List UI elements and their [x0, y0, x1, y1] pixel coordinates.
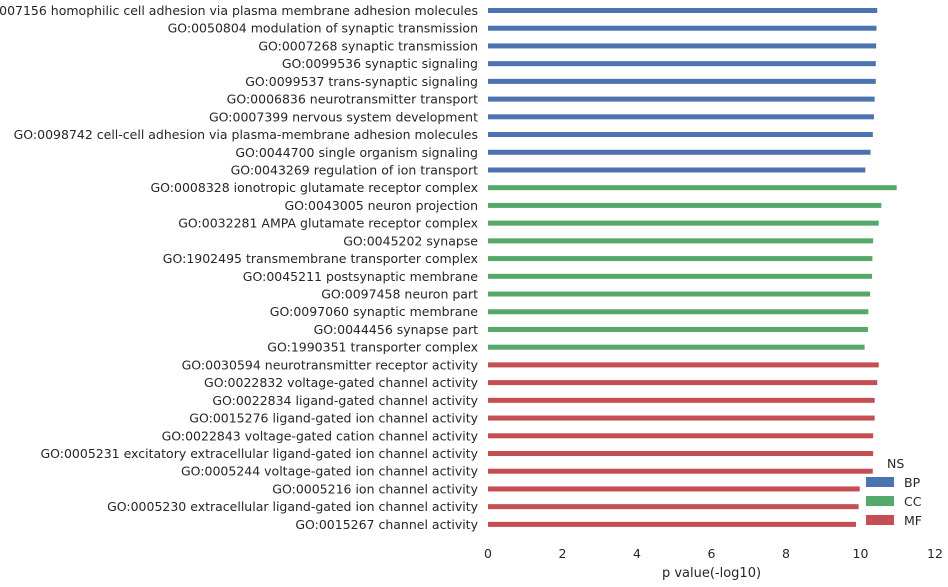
bar	[488, 149, 871, 155]
bar	[488, 521, 857, 527]
x-axis-ticks: 0 2 4 6 8 10 12	[484, 546, 943, 561]
x-tick-label: 2	[559, 546, 567, 561]
category-label: GO:0043269 regulation of ion transport	[231, 162, 479, 177]
category-label: GO:1990351 transporter complex	[267, 340, 478, 355]
category-label: GO:0098742 cell-cell adhesion via plasma…	[14, 127, 478, 142]
bar	[488, 8, 878, 13]
bar	[488, 486, 860, 492]
legend-swatch	[866, 515, 894, 525]
category-label: GO:0005231 excitatory extracellular liga…	[40, 446, 478, 461]
category-label: GO:0015267 channel activity	[295, 517, 478, 532]
category-label: GO:0005216 ion channel activity	[272, 481, 478, 496]
legend-swatch	[866, 496, 894, 506]
legend-swatch	[866, 477, 894, 487]
bar	[488, 291, 871, 297]
category-label: GO:0022843 voltage-gated cation channel …	[162, 428, 479, 443]
category-label: GO:0007156 homophilic cell adhesion via …	[0, 3, 478, 18]
bar	[488, 256, 873, 262]
bar	[488, 326, 868, 332]
bar	[488, 309, 869, 315]
category-label: GO:0032281 AMPA glutamate receptor compl…	[178, 216, 478, 231]
bar	[488, 132, 873, 138]
category-label: GO:0097060 synaptic membrane	[270, 304, 479, 319]
category-label: GO:1902495 transmembrane transporter com…	[163, 251, 478, 266]
category-label: GO:0005230 extracellular ligand-gated io…	[107, 499, 479, 514]
bar	[488, 397, 875, 403]
bar	[488, 468, 873, 474]
x-tick-label: 0	[484, 546, 492, 561]
category-labels: GO:0007156 homophilic cell adhesion via …	[0, 3, 479, 532]
bar	[488, 273, 873, 279]
legend-title: NS	[887, 456, 904, 471]
category-label: GO:0043005 neuron projection	[284, 198, 478, 213]
bars-group	[488, 8, 897, 527]
category-label: GO:0007399 nervous system development	[209, 109, 478, 124]
bar	[488, 433, 874, 439]
legend-label: MF	[904, 513, 922, 528]
legend: NS BP CC MF	[866, 456, 922, 528]
legend-label: BP	[904, 475, 921, 490]
bar	[488, 61, 876, 67]
x-tick-label: 12	[927, 546, 943, 561]
bar	[488, 25, 877, 31]
category-label: GO:0045202 synapse	[343, 233, 478, 248]
category-label: GO:0097458 neuron part	[321, 287, 478, 302]
category-label: GO:0007268 synaptic transmission	[258, 38, 478, 53]
bar	[488, 114, 874, 120]
bar	[488, 238, 874, 244]
category-label: GO:0045211 postsynaptic membrane	[243, 269, 479, 284]
bar	[488, 380, 878, 386]
bar	[488, 344, 865, 350]
category-label: GO:0022834 ligand-gated channel activity	[212, 393, 478, 408]
bar	[488, 415, 875, 421]
bar	[488, 220, 879, 226]
bar	[488, 202, 882, 208]
category-label: GO:0044456 synapse part	[314, 322, 478, 337]
category-label: GO:0005244 voltage-gated ion channel act…	[181, 464, 479, 479]
x-tick-label: 8	[782, 546, 790, 561]
bar	[488, 504, 859, 510]
bar	[488, 96, 875, 102]
category-label: GO:0044700 single organism signaling	[235, 145, 478, 160]
bar	[488, 451, 874, 456]
category-label: GO:0050804 modulation of synaptic transm…	[168, 21, 478, 36]
bar	[488, 185, 897, 191]
bar	[488, 78, 876, 84]
bar	[488, 362, 879, 368]
category-label: GO:0022832 voltage-gated channel activit…	[204, 375, 479, 390]
category-label: GO:0099537 trans-synaptic signaling	[245, 74, 478, 89]
category-label: GO:0008328 ionotropic glutamate receptor…	[151, 180, 479, 195]
bar	[488, 167, 866, 173]
x-tick-label: 6	[708, 546, 716, 561]
bar	[488, 43, 877, 49]
category-label: GO:0015276 ligand-gated ion channel acti…	[189, 411, 478, 426]
x-tick-label: 4	[633, 546, 641, 561]
legend-label: CC	[904, 494, 922, 509]
category-label: GO:0006836 neurotransmitter transport	[227, 92, 478, 107]
category-label: GO:0030594 neurotransmitter receptor act…	[182, 357, 479, 372]
x-axis-label: p value(-log10)	[662, 566, 761, 581]
category-label: GO:0099536 synaptic signaling	[282, 56, 478, 71]
x-tick-label: 10	[853, 546, 869, 561]
